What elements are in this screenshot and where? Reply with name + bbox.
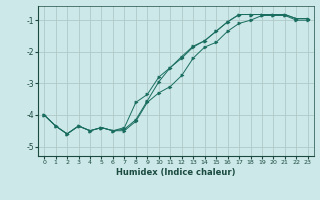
X-axis label: Humidex (Indice chaleur): Humidex (Indice chaleur) bbox=[116, 168, 236, 177]
